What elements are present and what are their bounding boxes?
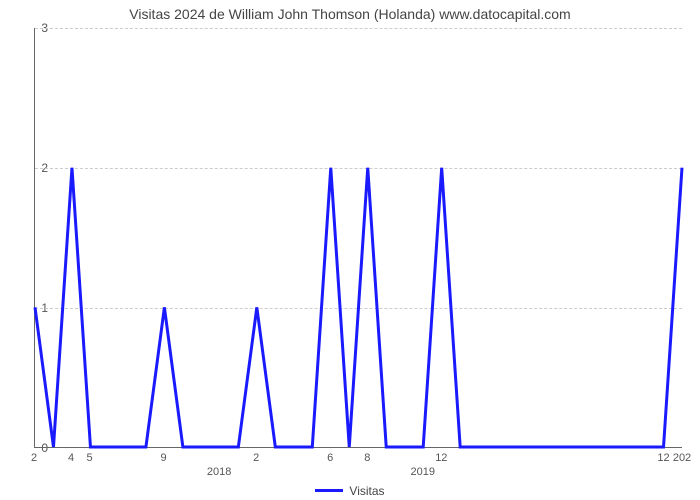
x-tick-label: 8 (364, 452, 370, 464)
x-tick-year-label: 2018 (207, 466, 231, 478)
x-tick-label: 202 (673, 452, 691, 464)
x-tick-label: 9 (161, 452, 167, 464)
x-tick-label: 4 (68, 452, 74, 464)
x-tick-label: 2 (253, 452, 259, 464)
x-tick-label: 12 (435, 452, 447, 464)
legend-label: Visitas (349, 484, 384, 498)
legend-swatch (315, 489, 343, 492)
legend: Visitas (0, 484, 700, 498)
line-series (35, 28, 682, 447)
chart-container: Visitas 2024 de William John Thomson (Ho… (0, 0, 700, 500)
plot-area (34, 28, 682, 448)
x-tick-label: 6 (327, 452, 333, 464)
x-tick-label: 12 (657, 452, 669, 464)
x-tick-label: 2 (31, 452, 37, 464)
chart-title: Visitas 2024 de William John Thomson (Ho… (0, 6, 700, 22)
x-tick-year-label: 2019 (411, 466, 435, 478)
x-tick-label: 5 (86, 452, 92, 464)
